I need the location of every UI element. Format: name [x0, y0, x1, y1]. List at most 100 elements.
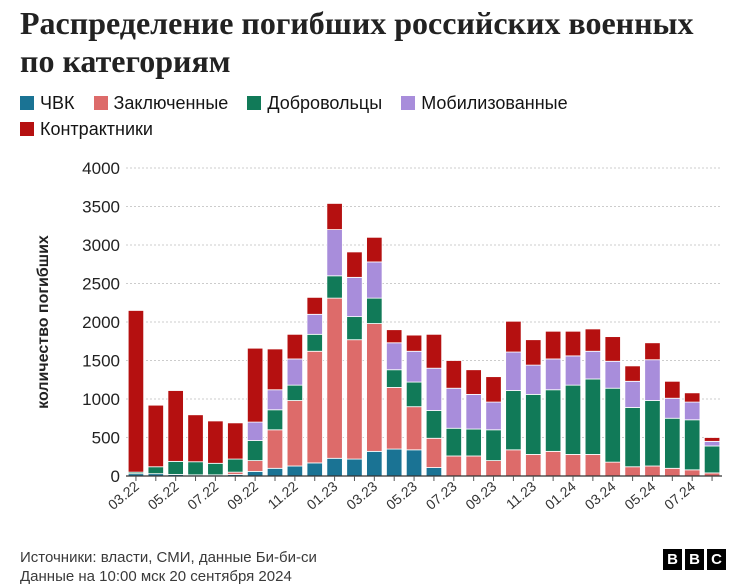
bar-segment: [664, 467, 681, 477]
bar-segment: [465, 428, 482, 457]
bar-segment: [386, 342, 403, 371]
bar-segment: [286, 358, 304, 386]
bar-segment: [366, 450, 383, 477]
bar-segment: [266, 389, 284, 411]
y-axis-label: количество погибших: [35, 235, 52, 409]
bar-segment: [604, 387, 621, 463]
bar-segment: [127, 310, 145, 473]
footer-sources: Источники: власти, СМИ, данные Би-би-си: [20, 549, 317, 566]
bar-segment: [147, 466, 164, 475]
bar-segment: [386, 448, 403, 477]
x-tick-label: 01.24: [542, 478, 579, 513]
bar-segment: [405, 350, 423, 383]
bar-segment: [405, 381, 423, 408]
bar-segment: [485, 429, 502, 461]
bar-segment: [425, 367, 443, 411]
legend-item-chvk: ЧВК: [20, 90, 75, 116]
bar-segment: [465, 455, 482, 477]
legend-label-mobilized: Мобилизованные: [421, 93, 568, 113]
legend-swatch-volunteers: [247, 96, 262, 110]
bar-segment: [544, 450, 562, 477]
bar-segment: [425, 467, 443, 477]
legend: ЧВК Заключенные Добровольцы Мобилизованн…: [20, 90, 710, 142]
x-tick-label: 03.23: [343, 478, 380, 513]
bar-segment: [584, 328, 602, 352]
x-tick-label: 03.24: [582, 478, 619, 513]
legend-label-volunteers: Добровольцы: [267, 93, 383, 113]
bar-segment: [286, 333, 304, 360]
x-tick-label: 05.22: [144, 478, 181, 513]
bar-segment: [286, 384, 304, 401]
bar-segment: [703, 445, 721, 474]
bar-segment: [187, 414, 204, 463]
y-tick-label: 2500: [82, 275, 120, 294]
bar-segment: [703, 440, 721, 447]
bar-segment: [445, 427, 462, 457]
bar-segment: [684, 392, 701, 403]
bar-segment: [664, 397, 681, 419]
bar-segment: [386, 387, 403, 450]
bar-segment: [207, 420, 224, 464]
bar-segment: [485, 460, 502, 477]
bar-segment: [326, 229, 343, 277]
bar-segment: [684, 469, 701, 477]
y-tick-label: 3500: [82, 198, 120, 217]
bar-segment: [604, 336, 621, 362]
bar-segment: [207, 462, 224, 476]
bar-segment: [445, 455, 462, 477]
bbc-logo-letter: B: [685, 549, 704, 570]
bar-segment: [445, 360, 462, 389]
bar-segment: [624, 407, 641, 468]
bar-segment: [525, 454, 542, 477]
bar-segment: [644, 400, 661, 467]
bar-segment: [346, 458, 363, 477]
bar-segment: [505, 390, 522, 451]
bar-segment: [584, 350, 602, 380]
x-tick-label: 09.22: [224, 478, 261, 513]
bbc-logo-letter: C: [707, 549, 726, 570]
bar-segment: [346, 339, 363, 460]
legend-swatch-prisoners: [93, 96, 108, 110]
legend-label-chvk: ЧВК: [40, 93, 75, 113]
footer: Источники: власти, СМИ, данные Би-би-си …: [20, 548, 317, 586]
bar-segment: [544, 358, 562, 391]
bar-segment: [386, 329, 403, 344]
bar-segment: [624, 466, 641, 477]
bar-segment: [326, 275, 343, 299]
y-tick-label: 4000: [82, 159, 120, 178]
bar-segment: [564, 454, 582, 477]
bar-segment: [266, 409, 284, 431]
x-tick-label: 01.23: [303, 478, 340, 513]
bar-segment: [366, 297, 383, 324]
bar-segment: [266, 348, 284, 391]
bar-segment: [564, 355, 582, 386]
bar-segment: [405, 334, 423, 352]
bar-segment: [326, 457, 343, 477]
bar-segment: [624, 380, 641, 408]
bar-segment: [366, 261, 383, 299]
bar-segment: [306, 296, 323, 315]
bar-segment: [306, 350, 323, 464]
bar-segment: [544, 389, 562, 452]
bar-segment: [266, 429, 284, 469]
footer-date: Данные на 10:00 мск 20 сентября 2024: [20, 568, 292, 585]
legend-item-prisoners: Заключенные: [93, 90, 228, 116]
bar-segment: [505, 449, 522, 477]
bar-segment: [246, 347, 264, 423]
bar-segment: [246, 421, 264, 441]
x-tick-label: 07.24: [661, 478, 698, 513]
bar-segment: [525, 393, 542, 455]
bar-segment: [405, 406, 423, 451]
bar-segment: [684, 401, 701, 421]
bar-segment: [703, 437, 721, 442]
bar-segment: [227, 422, 244, 460]
chart-title: Распределение погибших российских военны…: [20, 5, 694, 79]
bar-segment: [445, 387, 462, 429]
legend-label-contract: Контрактники: [40, 119, 153, 139]
y-tick-label: 3000: [82, 236, 120, 255]
bar-segment: [425, 410, 443, 439]
legend-item-mobilized: Мобилизованные: [401, 90, 568, 116]
legend-swatch-contract: [20, 122, 34, 136]
bar-segment: [564, 384, 582, 455]
